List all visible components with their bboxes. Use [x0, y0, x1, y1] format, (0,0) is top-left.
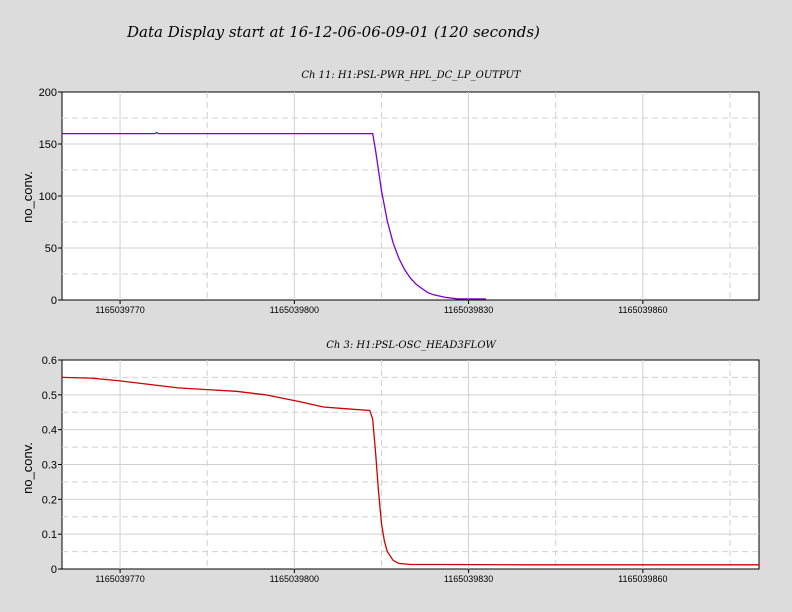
series-line [62, 131, 487, 300]
y-tick-label: 50 [45, 243, 57, 255]
series-line-path [61, 376, 759, 566]
x-tick-label: 1165039770 [95, 305, 144, 315]
y-tick-label: 0.2 [42, 494, 57, 506]
y-tick-label: 100 [39, 191, 57, 203]
y-tick-label: 200 [39, 87, 57, 99]
y-tick-label: 0.4 [42, 425, 57, 437]
x-axis-ticks: 1165039770 1165039800 1165039830 1165039860 [95, 569, 668, 584]
series-line [61, 376, 759, 566]
page-title: Data Display start at 16-12-06-06-09-01 … [127, 23, 540, 41]
grid [62, 92, 759, 300]
y-tick-label: 150 [39, 139, 57, 151]
x-axis-ticks: 1165039770 1165039800 1165039830 1165039860 [95, 300, 668, 315]
grid [62, 360, 759, 569]
chart-title: Ch 3: H1:PSL-OSC_HEAD3FLOW [326, 340, 496, 351]
y-tick-label: 0 [51, 295, 57, 307]
chart-power: Ch 11: H1:PSL-PWR_HPL_DC_LP_OUTPUT 0 50 10… [20, 70, 760, 315]
chart-title: Ch 11: H1:PSL-PWR_HPL_DC_LP_OUTPUT [301, 70, 522, 81]
y-tick-label: 0 [51, 564, 57, 576]
y-axis-ticks: 0 0.1 0.2 0.3 0.4 0.5 0.6 [42, 355, 62, 576]
y-tick-label: 0.5 [42, 390, 57, 402]
y-axis-ticks: 0 50 100 150 200 [39, 87, 62, 307]
x-tick-label: 1165039830 [444, 574, 493, 584]
x-tick-label: 1165039860 [618, 305, 667, 315]
y-axis-label: no_conv. [20, 171, 35, 223]
y-axis-label: no_conv. [20, 442, 35, 494]
x-tick-label: 1165039800 [270, 305, 319, 315]
series-line-path [62, 131, 487, 300]
x-tick-label: 1165039860 [618, 574, 667, 584]
y-tick-label: 0.3 [42, 460, 57, 472]
x-tick-label: 1165039770 [95, 574, 144, 584]
x-tick-label: 1165039830 [444, 305, 493, 315]
y-tick-label: 0.6 [42, 355, 57, 367]
y-tick-label: 0.1 [42, 529, 57, 541]
x-tick-label: 1165039800 [270, 574, 319, 584]
chart-flow: Ch 3: H1:PSL-OSC_HEAD3FLOW 0 0.1 0.2 0.3 0.4… [20, 340, 760, 584]
